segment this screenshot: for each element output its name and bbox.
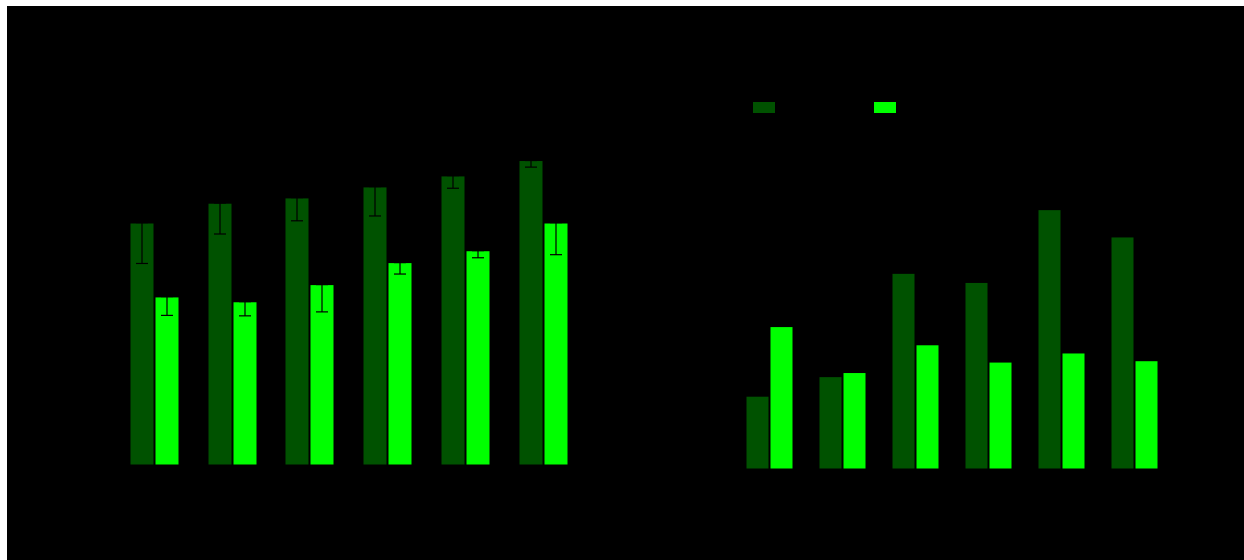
bar-right-s0-4	[1038, 210, 1061, 469]
bar-left-s0-3	[363, 187, 387, 465]
bar-right-s1-5	[1135, 361, 1158, 469]
bar-right-s1-0	[770, 327, 793, 469]
bar-right-s1-3	[989, 362, 1012, 469]
bar-right-s0-2	[892, 273, 915, 469]
bar-right-s0-5	[1111, 237, 1134, 469]
bar-left-s1-3	[388, 263, 412, 465]
bar-left-s1-1	[233, 302, 257, 465]
bar-left-s0-1	[208, 203, 232, 465]
chart-right	[746, 210, 1158, 469]
bar-right-s0-3	[965, 282, 988, 469]
legend	[753, 102, 896, 113]
bar-left-s1-4	[466, 251, 490, 465]
bar-right-s1-2	[916, 345, 939, 469]
legend-swatch-bright	[874, 102, 896, 113]
bar-right-s1-1	[843, 373, 866, 469]
bar-right-s1-4	[1062, 353, 1085, 469]
bar-left-s0-5	[519, 161, 543, 465]
chart-left	[130, 161, 568, 465]
bar-right-s0-1	[819, 377, 842, 469]
legend-swatch-dark	[753, 102, 775, 113]
bar-left-s1-0	[155, 297, 179, 465]
bar-left-s1-5	[544, 223, 568, 465]
bar-right-s0-0	[746, 396, 769, 469]
bar-left-s0-2	[285, 198, 309, 465]
bar-left-s0-4	[441, 176, 465, 465]
